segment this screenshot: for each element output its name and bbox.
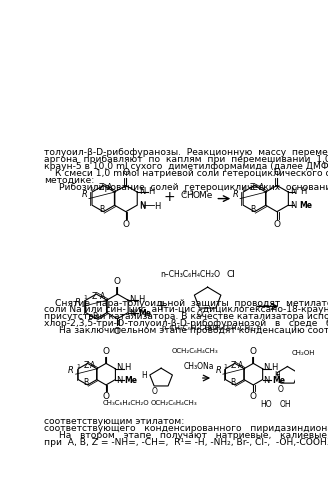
Text: 5: 5 (190, 190, 194, 195)
Text: O: O (114, 277, 121, 286)
Text: краун-5 в 10,0 ml сухого  диметилформамида (далее ДМФА) в атмосфере осушенного: краун-5 в 10,0 ml сухого диметилформамид… (44, 162, 328, 171)
Text: Me: Me (299, 202, 313, 210)
Text: Снятие  пара-толуоильной  защиты  проводят  метилатом  натрия.: Снятие пара-толуоильной защиты проводят … (55, 298, 328, 308)
Text: присутствии катализатора. В качестве катализатора используют 15-краун-5  в случа: присутствии катализатора. В качестве кат… (44, 312, 328, 321)
Text: B: B (83, 378, 89, 388)
Text: B: B (92, 312, 97, 321)
Text: 1: 1 (83, 296, 87, 300)
Text: OCH₂C₆H₄CH₃: OCH₂C₆H₄CH₃ (151, 400, 197, 406)
Text: CH₂OH: CH₂OH (291, 350, 315, 356)
Text: R: R (75, 298, 81, 307)
Text: A: A (91, 361, 96, 370)
Text: N: N (139, 187, 145, 196)
Text: +: + (163, 190, 175, 204)
Text: H: H (124, 364, 131, 372)
Text: N: N (116, 376, 122, 385)
Text: Me: Me (125, 376, 138, 385)
Text: N: N (116, 364, 122, 372)
Text: 1: 1 (223, 364, 227, 369)
Text: O: O (196, 310, 202, 320)
Text: B: B (99, 205, 104, 214)
Text: N: N (263, 364, 270, 372)
Text: n–CH₃C₆H₄CH₂O: n–CH₃C₆H₄CH₂O (161, 270, 220, 278)
Text: N: N (290, 202, 296, 210)
Text: H: H (154, 202, 161, 211)
Text: O: O (274, 168, 280, 177)
Text: Me: Me (139, 309, 152, 318)
Text: CH₃ONa: CH₃ONa (184, 362, 215, 371)
Text: +: + (155, 300, 167, 314)
Text: B: B (250, 205, 255, 214)
Text: R: R (68, 366, 74, 376)
Text: соответствующего   конденсированного   пиридазиндиона   взаимодействием   с: соответствующего конденсированного пирид… (44, 424, 328, 433)
Text: OH: OH (279, 400, 291, 409)
Text: Z: Z (231, 361, 236, 370)
Text: N: N (129, 295, 136, 304)
Text: N: N (139, 202, 145, 210)
Text: Z: Z (99, 184, 104, 192)
Text: B: B (231, 378, 236, 388)
Text: 1: 1 (76, 364, 80, 369)
Text: R: R (233, 190, 238, 199)
Text: К смеси 1,0 mmol натриевой соли гетероциклического основания, 1,0 mmol 15-: К смеси 1,0 mmol натриевой соли гетероци… (55, 169, 328, 178)
Text: O: O (250, 392, 257, 402)
Text: OCH₂C₆H₄CH₃–n: OCH₂C₆H₄CH₃–n (204, 325, 262, 331)
Text: толуоил-β-D-рибофуранозы.  Реакционную  массу  перемешивают  6-10  часов  при: толуоил-β-D-рибофуранозы. Реакционную ма… (44, 148, 328, 157)
Text: 1: 1 (90, 187, 93, 192)
Text: Z: Z (83, 361, 89, 370)
Text: H: H (149, 187, 155, 196)
Text: H: H (186, 191, 193, 200)
Text: O: O (278, 384, 284, 394)
Text: N: N (263, 376, 270, 385)
Text: Z: Z (92, 292, 97, 301)
Text: N: N (290, 187, 296, 196)
Text: На   втором   этапе   получают   натриевые,   калиевые,   литиевые   соли: На втором этапе получают натриевые, кали… (59, 431, 328, 440)
Text: Me: Me (272, 376, 285, 385)
Text: R: R (215, 366, 221, 376)
Text: OMe: OMe (193, 191, 213, 200)
Text: N: N (139, 202, 145, 211)
Text: O: O (250, 347, 257, 356)
Text: A: A (237, 361, 243, 370)
Text: соответствующим этилатом:: соответствующим этилатом: (44, 417, 184, 426)
Text: O: O (151, 388, 157, 396)
Text: O: O (103, 392, 110, 402)
Text: CH₃C₆H₄CH₂O: CH₃C₆H₄CH₂O (103, 400, 150, 406)
Text: H: H (141, 371, 147, 380)
Text: соли Na или син- цис, анти-цис –дициклогексано-18-краун-6 в случае соли К.: соли Na или син- цис, анти-цис –дициклог… (44, 305, 328, 314)
Text: аргона  прибавляют  по  каплям  при  перемешивании  1,0  mmol  1-хлор-2,3,5-три-: аргона прибавляют по каплям при перемеши… (44, 155, 328, 164)
Text: методике:: методике: (44, 176, 94, 185)
Text: OCH₂C₆H₄CH₃: OCH₂C₆H₄CH₃ (171, 348, 218, 354)
Text: n–CH₃C₆H₄CH₂O: n–CH₃C₆H₄CH₂O (162, 325, 219, 331)
Text: Cl: Cl (226, 270, 235, 278)
Text: O: O (114, 327, 121, 336)
Text: A: A (107, 184, 113, 192)
Text: Рибозилирование  солей  гетероциклических  оснований  проводят  по  общей: Рибозилирование солей гетероциклических … (59, 183, 328, 192)
Text: хлор-2,3,5-три-O-толуоил-β-D-рибофуранозой   в   среде   безводного   ДМФА   в: хлор-2,3,5-три-O-толуоил-β-D-рибофураноз… (44, 319, 328, 328)
Text: HO: HO (260, 400, 272, 409)
Text: C: C (180, 191, 187, 200)
Text: 1: 1 (241, 187, 245, 192)
Text: H: H (300, 187, 306, 196)
Text: A: A (258, 184, 264, 192)
Text: R: R (82, 190, 87, 199)
Text: На заключительном этапе проводят конденсацию соответствующей соли с 1-: На заключительном этапе проводят конденс… (59, 326, 328, 335)
Text: O: O (122, 220, 129, 230)
Text: 2: 2 (183, 190, 187, 195)
Text: O: O (274, 220, 280, 230)
Text: H: H (275, 371, 280, 380)
Text: H: H (139, 295, 145, 304)
Text: O: O (103, 347, 110, 356)
Text: O: O (122, 168, 129, 177)
Text: A: A (100, 292, 105, 301)
Text: H: H (271, 364, 278, 372)
Text: Z: Z (250, 184, 255, 192)
Text: N: N (129, 309, 136, 318)
Text: при  A, B, Z = -NH=, -CH=,  R¹= -H, -NH₂, Br-, Cl-,  -OH,-COOH.: при A, B, Z = -NH=, -CH=, R¹= -H, -NH₂, … (44, 438, 328, 447)
